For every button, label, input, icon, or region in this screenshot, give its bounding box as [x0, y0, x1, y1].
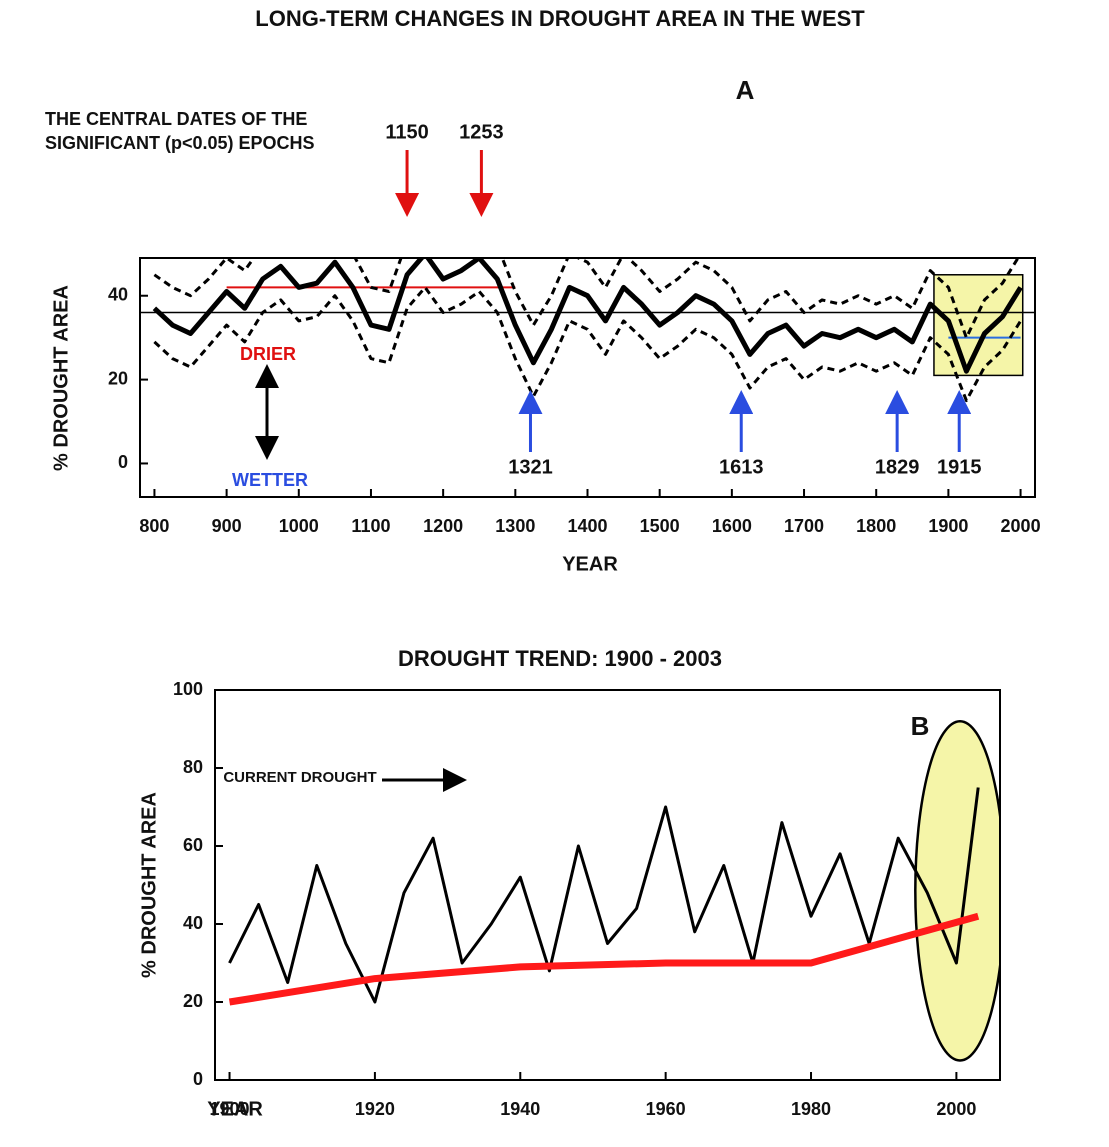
wet-epoch-label: 1915 — [937, 456, 982, 478]
x-axis-label: YEAR — [207, 1098, 263, 1120]
wetter-label: WETTER — [232, 470, 308, 490]
chart-title: LONG-TERM CHANGES IN DROUGHT AREA IN THE… — [255, 6, 865, 31]
x-tick-label: 1600 — [712, 516, 752, 536]
highlight-ellipse — [914, 720, 1000, 1062]
y-tick-label: 80 — [183, 757, 203, 777]
x-tick-label: 2000 — [1001, 516, 1041, 536]
wet-epoch-label: 1321 — [508, 456, 553, 478]
confidence-line — [153, 285, 1022, 403]
x-axis-label: YEAR — [562, 553, 618, 575]
wet-epoch-label: 1829 — [875, 456, 920, 478]
dry-epoch-label: 1150 — [385, 121, 428, 143]
plot-area — [140, 258, 1035, 403]
x-tick-label: 1900 — [210, 1099, 250, 1119]
callout-text: CURRENT DROUGHT — [223, 769, 376, 786]
x-tick-label: 1100 — [351, 516, 390, 536]
x-tick-label: 1980 — [791, 1099, 831, 1119]
y-tick-label: 0 — [118, 452, 128, 472]
wet-epoch-label: 1613 — [719, 456, 764, 478]
data-line — [152, 258, 1023, 374]
y-tick-label: 40 — [183, 913, 203, 933]
x-tick-label: 1900 — [928, 516, 968, 536]
confidence-line — [153, 258, 1020, 340]
y-tick-label: 0 — [193, 1069, 203, 1089]
y-axis-label: % DROUGHT AREA — [50, 285, 72, 471]
x-tick-label: 1400 — [567, 516, 607, 536]
x-tick-label: 1000 — [279, 516, 319, 536]
y-tick-label: 60 — [183, 835, 203, 855]
x-tick-label: 1200 — [423, 516, 463, 536]
note-text: SIGNIFICANT (p<0.05) EPOCHS — [45, 133, 315, 153]
x-tick-label: 1300 — [495, 516, 535, 536]
y-axis-label: % DROUGHT AREA — [138, 792, 160, 978]
x-tick-label: 2000 — [936, 1099, 976, 1119]
x-tick-label: 1940 — [500, 1099, 540, 1119]
x-tick-label: 900 — [212, 516, 242, 536]
axis-frame — [214, 689, 1001, 1081]
panel-label: A — [736, 75, 755, 105]
note-text: THE CENTRAL DATES OF THE — [45, 109, 307, 129]
plot-area — [228, 720, 1000, 1062]
dry-epoch-label: 1253 — [459, 121, 504, 143]
x-tick-label: 800 — [139, 516, 169, 536]
x-tick-label: 1800 — [856, 516, 896, 536]
x-tick-label: 1500 — [640, 516, 680, 536]
x-tick-label: 1700 — [784, 516, 824, 536]
data-line — [228, 787, 980, 1004]
x-tick-label: 1960 — [646, 1099, 686, 1119]
y-tick-label: 20 — [108, 368, 128, 388]
drier-label: DRIER — [240, 344, 296, 364]
y-tick-label: 20 — [183, 991, 203, 1011]
y-tick-label: 40 — [108, 284, 128, 304]
x-tick-label: 1920 — [355, 1099, 395, 1119]
panel-label: B — [911, 711, 930, 741]
trend-line — [228, 912, 980, 1006]
y-tick-label: 100 — [173, 679, 203, 699]
chart-title: DROUGHT TREND: 1900 - 2003 — [398, 646, 722, 671]
